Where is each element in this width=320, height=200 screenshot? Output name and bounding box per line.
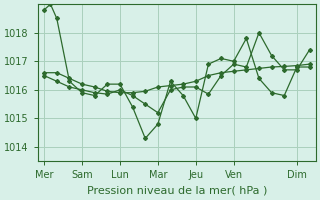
X-axis label: Pression niveau de la mer( hPa ): Pression niveau de la mer( hPa ) (87, 186, 267, 196)
